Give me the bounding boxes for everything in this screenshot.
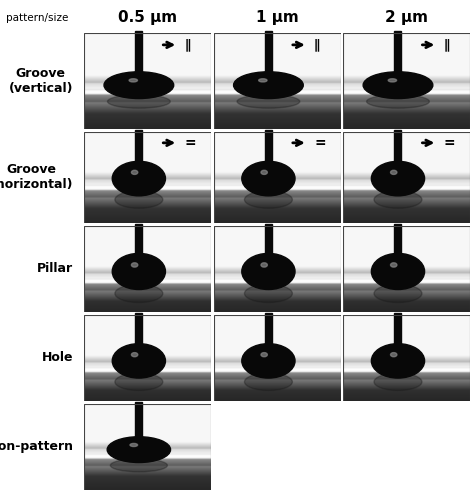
Ellipse shape — [237, 95, 300, 108]
Ellipse shape — [107, 436, 171, 463]
Text: Pillar: Pillar — [37, 262, 73, 275]
Ellipse shape — [374, 284, 422, 302]
Ellipse shape — [261, 170, 267, 174]
Ellipse shape — [242, 344, 295, 378]
Bar — [394, 130, 401, 165]
Ellipse shape — [245, 284, 292, 302]
Bar — [265, 313, 272, 347]
Bar — [136, 313, 142, 347]
Bar — [265, 31, 272, 75]
Text: pattern/size: pattern/size — [6, 13, 69, 23]
Text: 0.5 μm: 0.5 μm — [118, 10, 177, 25]
Bar — [136, 224, 142, 257]
Ellipse shape — [112, 253, 165, 290]
Ellipse shape — [115, 284, 163, 302]
Bar — [136, 402, 142, 439]
Ellipse shape — [108, 95, 170, 108]
Bar — [136, 31, 142, 75]
Ellipse shape — [371, 253, 425, 290]
Text: 1 μm: 1 μm — [256, 10, 299, 25]
Ellipse shape — [366, 95, 429, 108]
Text: ∥: ∥ — [314, 38, 320, 52]
Ellipse shape — [112, 344, 165, 378]
Text: =: = — [444, 136, 455, 150]
Ellipse shape — [245, 373, 292, 390]
Bar — [265, 130, 272, 165]
Bar — [394, 313, 401, 347]
Text: Hole: Hole — [42, 351, 73, 364]
Text: =: = — [184, 136, 196, 150]
Ellipse shape — [112, 162, 165, 196]
Text: =: = — [314, 136, 326, 150]
Ellipse shape — [131, 263, 138, 267]
Bar — [136, 130, 142, 165]
Ellipse shape — [391, 170, 397, 174]
Ellipse shape — [259, 79, 267, 82]
Ellipse shape — [104, 72, 173, 99]
Ellipse shape — [374, 191, 422, 208]
Bar — [394, 31, 401, 75]
Ellipse shape — [391, 263, 397, 267]
Bar — [265, 224, 272, 257]
Ellipse shape — [115, 373, 163, 390]
Ellipse shape — [110, 459, 167, 472]
Ellipse shape — [234, 72, 303, 99]
Bar — [394, 224, 401, 257]
Ellipse shape — [261, 263, 267, 267]
Ellipse shape — [371, 344, 425, 378]
Ellipse shape — [363, 72, 433, 99]
Ellipse shape — [131, 353, 138, 357]
Ellipse shape — [130, 443, 137, 446]
Text: Groove
(vertical): Groove (vertical) — [9, 67, 73, 95]
Ellipse shape — [242, 253, 295, 290]
Text: ∥: ∥ — [444, 38, 450, 52]
Ellipse shape — [242, 162, 295, 196]
Text: 2 μm: 2 μm — [385, 10, 428, 25]
Ellipse shape — [245, 191, 292, 208]
Ellipse shape — [371, 162, 425, 196]
Text: non-pattern: non-pattern — [0, 440, 73, 453]
Text: Groove
(horizontal): Groove (horizontal) — [0, 164, 73, 191]
Ellipse shape — [129, 79, 137, 82]
Ellipse shape — [261, 353, 267, 357]
Ellipse shape — [388, 79, 397, 82]
Ellipse shape — [374, 373, 422, 390]
Ellipse shape — [131, 170, 138, 174]
Ellipse shape — [115, 191, 163, 208]
Text: ∥: ∥ — [184, 38, 191, 52]
Ellipse shape — [391, 353, 397, 357]
